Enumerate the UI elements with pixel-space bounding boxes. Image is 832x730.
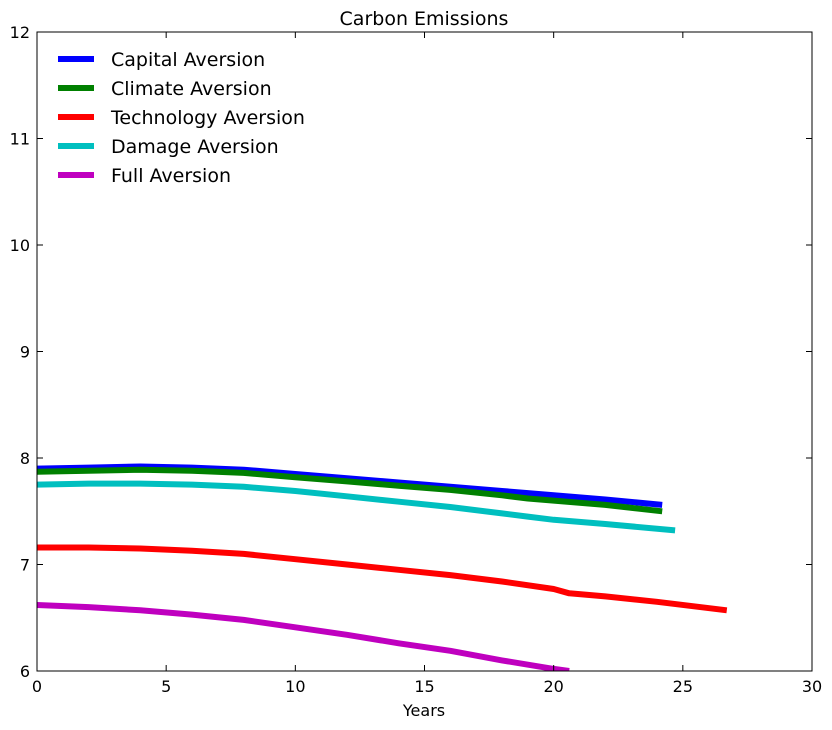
series-line-damage-aversion [37,480,676,534]
y-tick-label: 7 [20,556,30,575]
y-tick-label: 6 [20,662,30,681]
series-line-technology-aversion [37,544,728,614]
legend-label: Full Aversion [111,165,231,187]
legend-label: Capital Aversion [111,49,265,71]
x-tick-label: 5 [161,677,171,696]
x-tick-label: 30 [802,677,822,696]
series-line-full-aversion [37,602,570,671]
x-tick-label: 10 [285,677,305,696]
legend-label: Climate Aversion [111,78,272,100]
y-tick-label: 8 [20,449,30,468]
legend-label: Technology Aversion [110,107,305,129]
legend: Capital Aversion Climate Aversion Technolo… [58,49,305,187]
x-tick-label: 25 [673,677,693,696]
y-tick-label: 12 [10,23,30,42]
y-tick-label: 9 [20,343,30,362]
series-layer [37,463,728,671]
ticks-layer: 0 5 10 15 20 25 30 6 7 8 9 10 11 12 [10,23,823,696]
x-axis-label: Years [402,701,445,720]
x-tick-label: 15 [414,677,434,696]
legend-label: Damage Aversion [111,136,279,158]
chart-title: Carbon Emissions [340,8,509,30]
x-tick-label: 20 [543,677,563,696]
x-tick-label: 0 [32,677,42,696]
series-line-capital-aversion [37,463,663,508]
y-tick-label: 10 [10,236,30,255]
y-tick-label: 11 [10,130,30,149]
series-line-climate-aversion [37,466,663,515]
